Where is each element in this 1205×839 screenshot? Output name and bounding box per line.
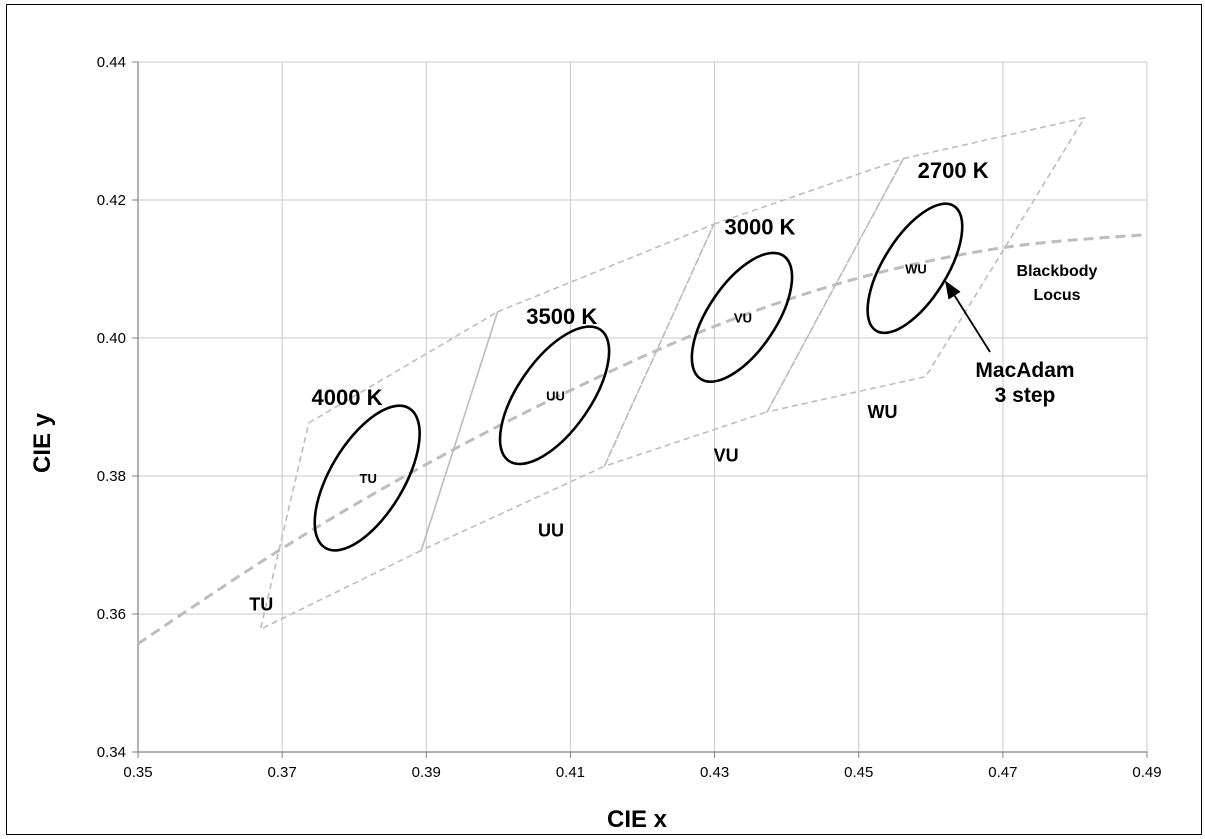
macadam-ellipse-wu	[866, 202, 964, 335]
bin-uu-boundary	[419, 222, 716, 552]
x-tick-label: 0.49	[1132, 764, 1161, 781]
cct-label-tu: 4000 K	[312, 385, 383, 410]
ellipse-label-wu: WU	[905, 261, 927, 276]
cct-label-wu: 2700 K	[918, 158, 989, 183]
x-tick-label: 0.39	[412, 764, 441, 781]
bin-tu-boundary	[259, 310, 500, 631]
blackbody-label-line2: Locus	[1033, 287, 1080, 304]
grid	[138, 61, 1148, 752]
bin-wu-boundary	[765, 116, 1086, 413]
macadam-label-line2: 3 step	[995, 384, 1056, 407]
x-tick-label: 0.35	[123, 764, 152, 781]
x-tick-label: 0.47	[988, 764, 1017, 781]
y-tick-label: 0.44	[97, 54, 126, 71]
macadam-ellipse-vu	[690, 251, 794, 383]
y-tick-label: 0.42	[97, 192, 126, 209]
x-tick-label: 0.45	[844, 764, 873, 781]
bin-vu-boundary	[602, 157, 906, 468]
blackbody-label-line1: Blackbody	[1017, 263, 1098, 280]
macadam-ellipse-tu	[313, 404, 421, 552]
chart-labels: TU 4000 K UU 3500 K VU 3000 K WU 2700 K	[249, 158, 988, 615]
x-tick-label: 0.37	[268, 764, 297, 781]
bin-boundaries	[259, 116, 1086, 631]
ellipse-label-uu: UU	[546, 388, 565, 403]
x-tick-label: 0.43	[700, 764, 729, 781]
macadam-ellipse-uu	[498, 325, 611, 466]
macadam-arrow	[945, 280, 991, 353]
cct-label-uu: 3500 K	[526, 304, 597, 329]
macadam-ellipses: TU UU VU WU	[313, 202, 964, 552]
x-tick-label: 0.41	[556, 764, 585, 781]
y-tick-label: 0.38	[97, 468, 126, 485]
bin-label-wu: WU	[867, 402, 897, 422]
ellipse-label-vu: VU	[734, 310, 752, 325]
bin-label-tu: TU	[249, 595, 273, 615]
y-axis-title: CIE y	[29, 412, 56, 473]
bin-label-uu: UU	[538, 521, 564, 541]
cct-label-vu: 3000 K	[724, 215, 795, 240]
ellipse-label-tu: TU	[360, 471, 377, 486]
bin-label-vu: VU	[714, 446, 739, 466]
y-tick-label: 0.34	[97, 744, 126, 761]
blackbody-locus-group	[137, 233, 1148, 645]
tick-labels: 0.35 0.37 0.39 0.41 0.43 0.45 0.47 0.49 0.34 0.36…	[97, 54, 1162, 781]
blackbody-locus	[137, 233, 1148, 645]
x-axis-title: CIE x	[607, 806, 668, 833]
macadam-label-line1: MacAdam	[975, 359, 1074, 382]
y-tick-label: 0.36	[97, 606, 126, 623]
axes	[132, 61, 1148, 758]
y-tick-label: 0.40	[97, 330, 126, 347]
